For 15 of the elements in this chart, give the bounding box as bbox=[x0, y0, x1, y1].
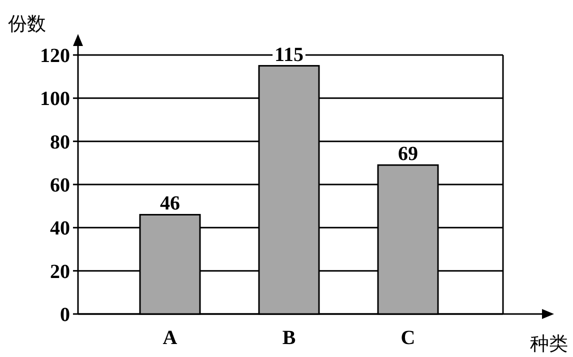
y-tick-label: 60 bbox=[50, 174, 70, 196]
y-axis-title: 份数 bbox=[8, 13, 46, 35]
data-label: 115 bbox=[274, 44, 304, 66]
y-tick-label: 0 bbox=[60, 304, 70, 326]
data-label: 69 bbox=[398, 143, 418, 166]
y-tick-label: 40 bbox=[50, 218, 70, 240]
y-tick-label: 80 bbox=[50, 131, 70, 154]
y-tick-label: 120 bbox=[40, 45, 70, 67]
y-tick-label: 100 bbox=[40, 88, 70, 110]
x-tick-label: B bbox=[282, 327, 296, 349]
data-label: 46 bbox=[160, 192, 180, 215]
x-axis-title: 种类 bbox=[530, 333, 568, 355]
y-tick-label: 20 bbox=[50, 260, 70, 283]
x-tick-label: A bbox=[162, 327, 178, 349]
x-tick-label: C bbox=[400, 327, 416, 349]
